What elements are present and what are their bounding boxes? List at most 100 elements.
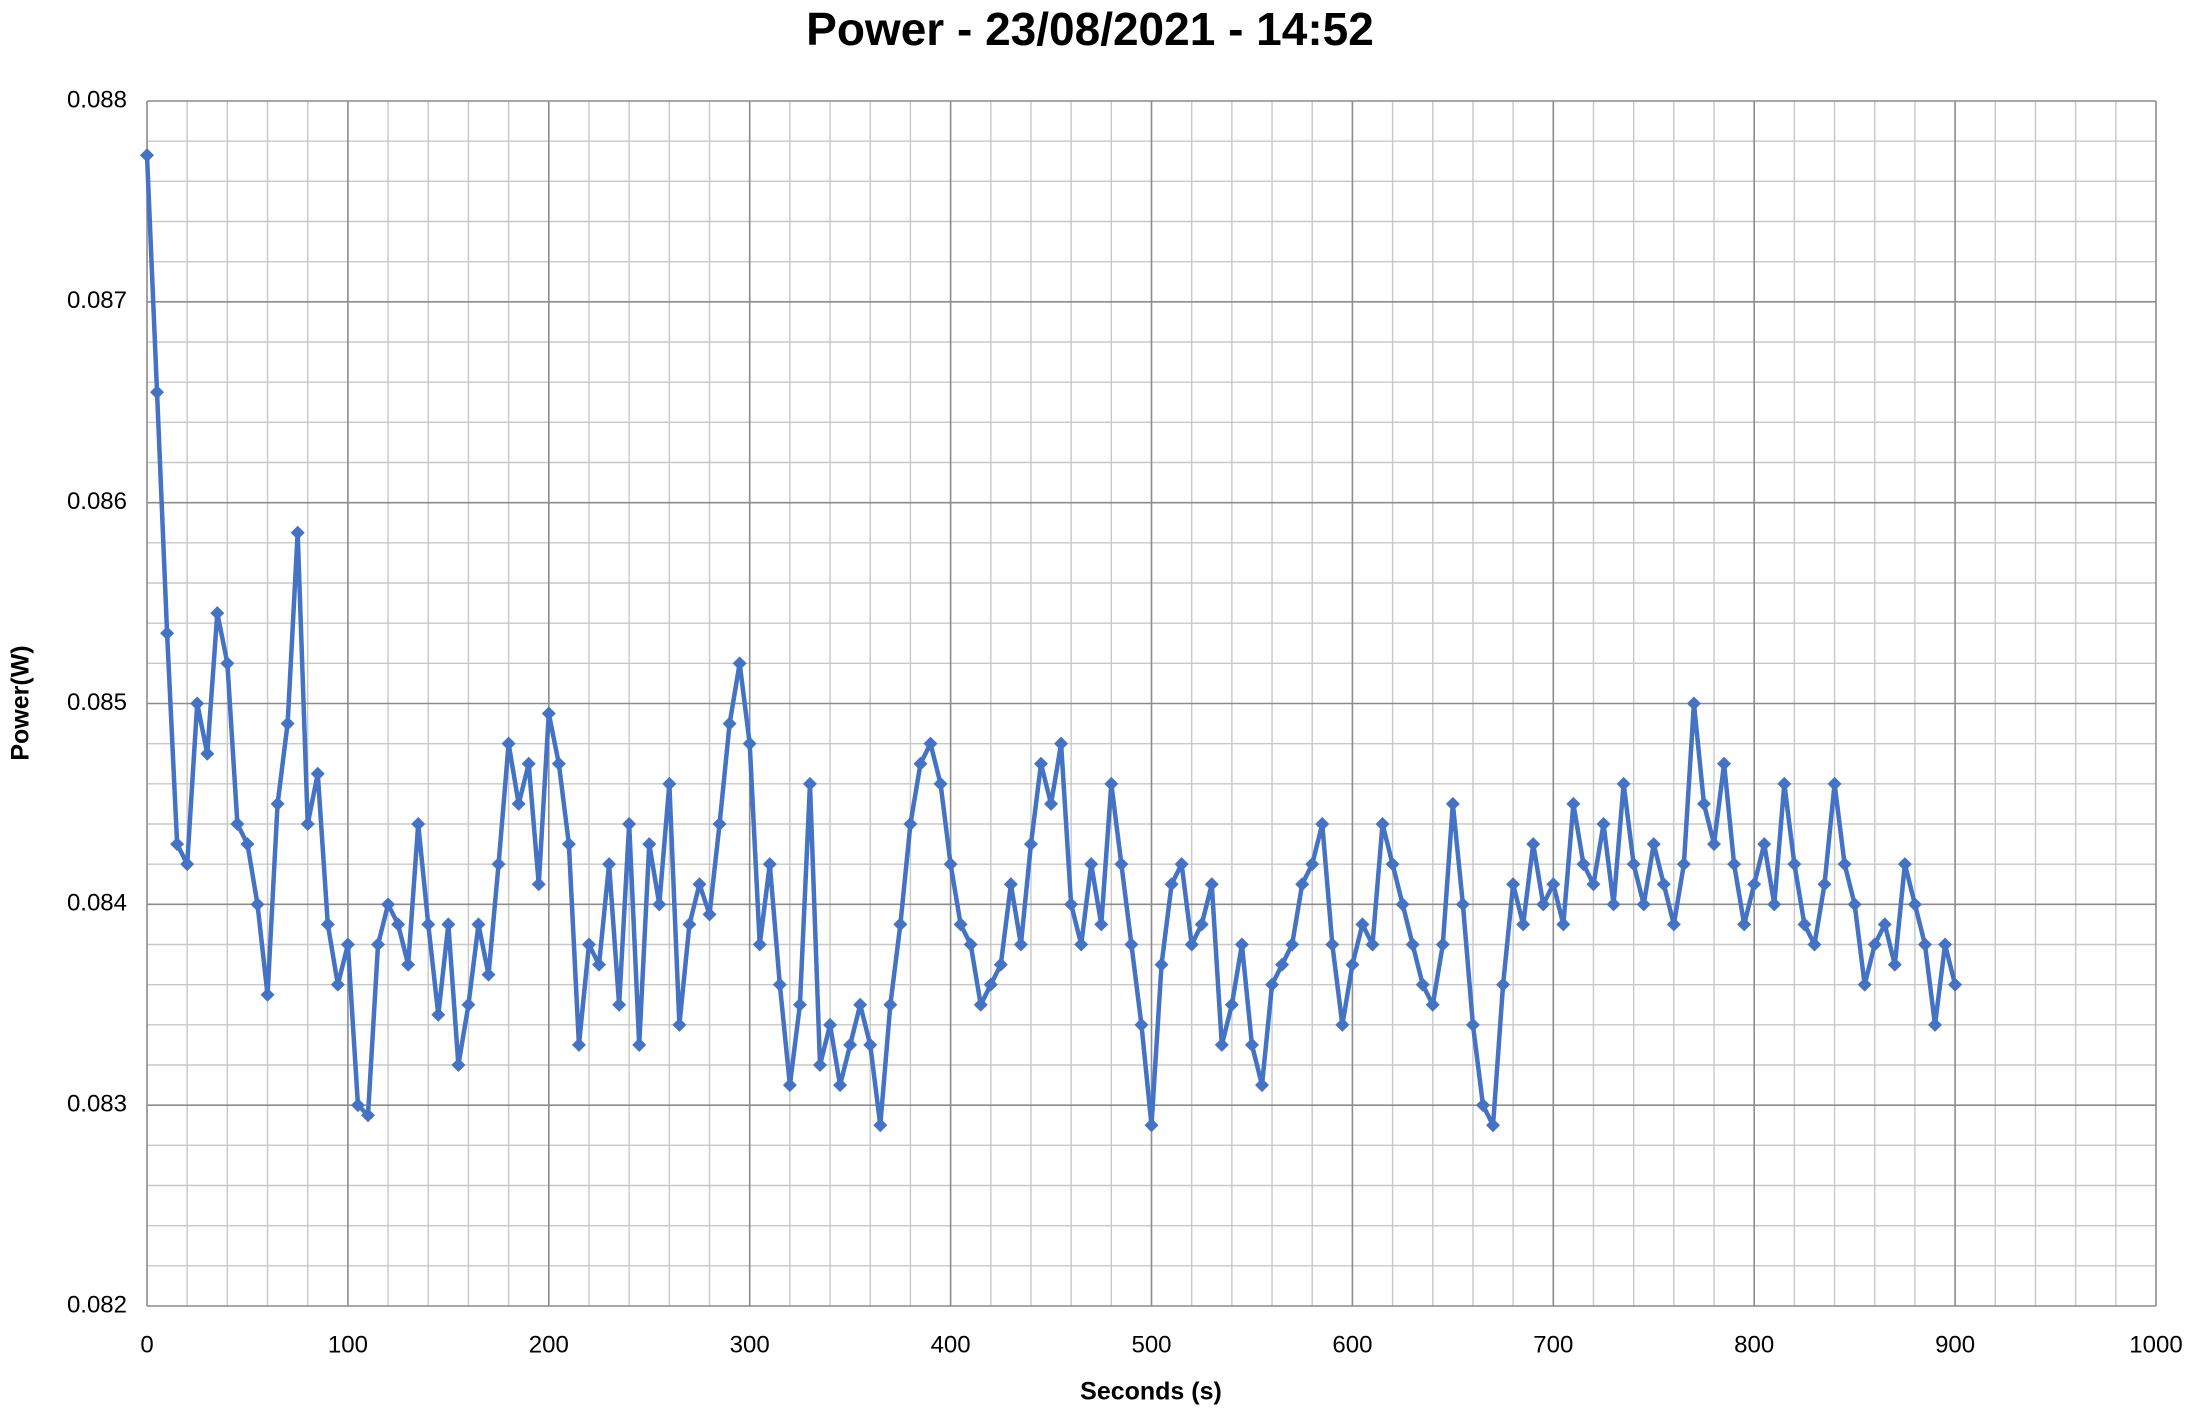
data-point [672,1017,687,1032]
data-point [943,857,958,872]
data-point [140,148,154,163]
data-point [622,817,637,831]
data-point [1717,756,1732,771]
data-point [270,796,285,811]
data-point [772,977,787,992]
data-point [1365,937,1380,952]
x-tick-label: 1000 [2129,1331,2182,1358]
data-point [1938,937,1953,952]
data-point [1265,977,1280,992]
data-point [381,897,396,912]
data-point [1948,977,1963,992]
data-point [1325,937,1340,952]
data-point [1244,1037,1259,1052]
data-point [551,756,566,771]
data-point [1465,1017,1480,1032]
data-point [1707,837,1722,852]
data-point [150,385,165,400]
data-point [762,857,777,872]
data-point [782,1078,797,1093]
data-point [200,746,215,761]
data-point [481,967,496,982]
x-tick-label: 300 [730,1331,770,1358]
x-tick-label: 800 [1734,1331,1774,1358]
y-tick-label: 0.085 [67,689,127,716]
y-tick-label: 0.086 [67,488,127,515]
data-point [230,817,245,831]
data-point [1455,897,1470,912]
data-point [1184,937,1199,952]
data-point [290,525,305,540]
data-point [431,1007,446,1022]
y-tick-label: 0.088 [67,86,127,113]
data-point [1536,897,1551,912]
data-point [501,736,516,751]
data-point [993,957,1008,972]
data-point [170,837,185,852]
data-point [1887,957,1902,972]
data-point [792,997,807,1012]
data-point [521,756,536,771]
data-point [983,977,998,992]
data-point [1877,917,1892,932]
data-point [953,917,968,932]
data-point [1897,857,1912,872]
data-point [1817,877,1832,892]
data-point [813,1058,828,1072]
data-point [1285,937,1300,952]
data-point [1194,917,1209,932]
data-point [1827,776,1842,791]
data-point [250,897,265,912]
data-point [692,877,707,892]
x-tick-label: 200 [529,1331,569,1358]
data-point [1626,857,1641,872]
data-point [652,897,667,912]
data-point [612,997,627,1012]
data-point [1496,977,1511,992]
data-point [1425,997,1440,1012]
data-point [1013,937,1028,952]
data-point [1596,817,1611,831]
data-point [1847,897,1862,912]
data-point [682,917,697,932]
data-point [823,1017,838,1032]
data-point [210,606,225,621]
data-point [441,917,456,932]
data-point [330,977,345,992]
data-point [1144,1118,1159,1133]
data-point [802,776,817,791]
data-point [1003,877,1018,892]
data-point [220,656,235,671]
data-point [702,907,717,922]
data-point [833,1078,848,1093]
data-point [913,756,928,771]
data-point [1516,917,1531,932]
data-point [1134,1017,1149,1032]
data-point [1084,857,1099,872]
data-point [1556,917,1571,932]
data-point [571,1037,586,1052]
data-point [310,766,325,781]
y-axis-title: Power(W) [7,645,35,760]
x-tick-label: 100 [328,1331,368,1358]
data-point [350,1098,365,1113]
data-point [1666,917,1681,932]
data-point [1656,877,1671,892]
data-point [1094,917,1109,932]
data-point [1435,937,1450,952]
data-point [320,917,335,932]
data-point [973,997,988,1012]
data-point [1917,937,1932,952]
data-point [160,626,175,641]
data-point [1254,1078,1269,1093]
x-tick-label: 0 [140,1331,153,1358]
data-point [1676,857,1691,872]
data-point [873,1118,888,1133]
data-point [1606,897,1621,912]
data-point [712,817,727,831]
data-point [1064,897,1079,912]
data-point [1295,877,1310,892]
x-tick-label: 600 [1332,1331,1372,1358]
